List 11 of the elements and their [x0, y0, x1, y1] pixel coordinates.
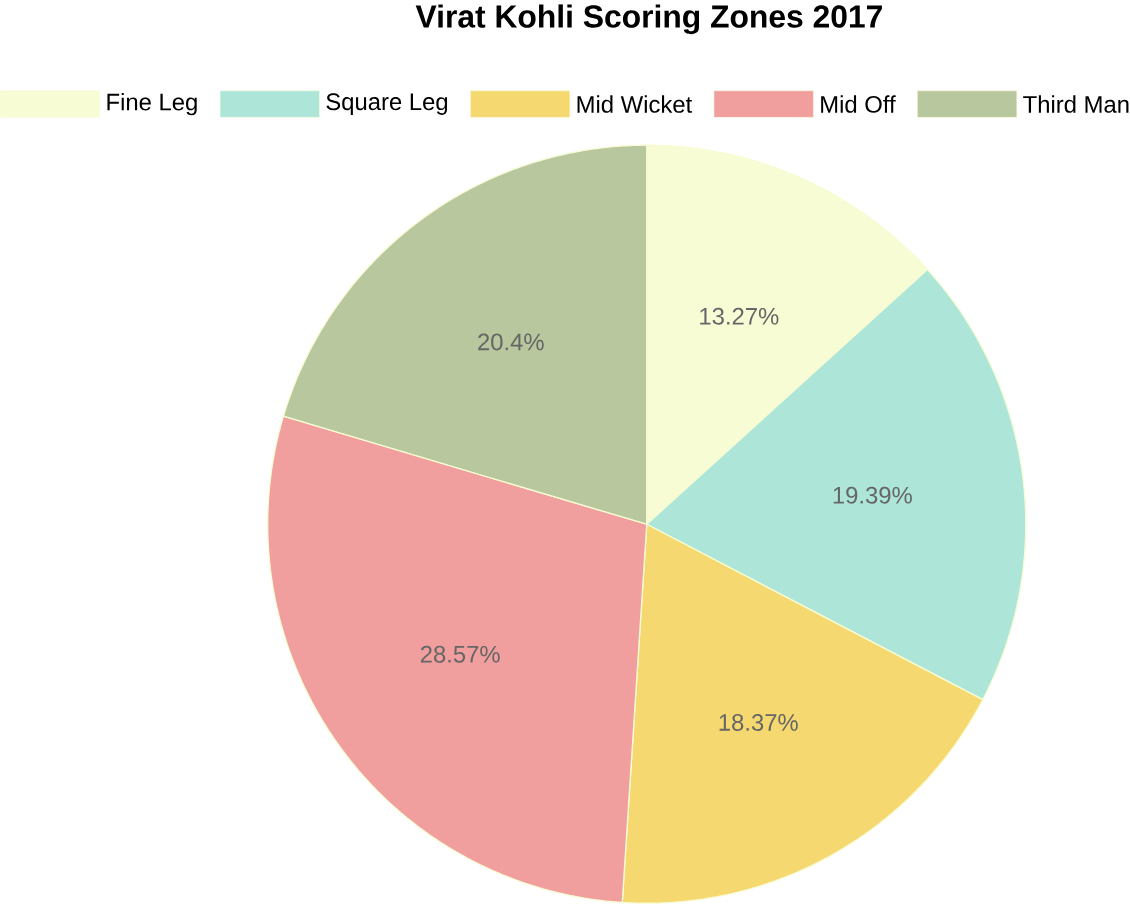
data-label: 18.37%	[719, 714, 798, 731]
data-label: 19.39%	[833, 486, 912, 504]
legend-label: Fine Leg	[107, 93, 197, 116]
legend-label: Square Leg	[326, 93, 448, 115]
data-label: 28.57%	[420, 645, 500, 663]
data-label: 13.27%	[700, 307, 779, 325]
chart-title: Virat Kohli Scoring Zones 2017	[415, 4, 882, 35]
legend-label: Mid Off	[821, 95, 896, 113]
legend-label: Mid Wicket	[577, 95, 693, 113]
legend-label: Third Man	[1023, 95, 1129, 113]
data-label: 20.4%	[478, 333, 544, 351]
